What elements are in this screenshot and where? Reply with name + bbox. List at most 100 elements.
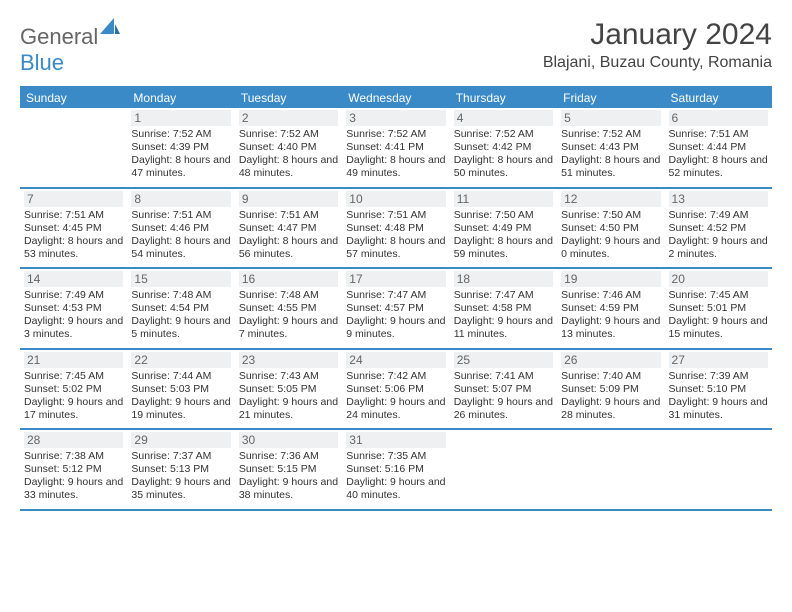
day-number: 4 [454,110,553,126]
sunrise: Sunrise: 7:52 AM [561,128,660,141]
calendar-day: 23Sunrise: 7:43 AMSunset: 5:05 PMDayligh… [235,350,342,429]
sunrise: Sunrise: 7:40 AM [561,370,660,383]
day-info: Sunrise: 7:52 AMSunset: 4:40 PMDaylight:… [239,128,338,181]
day-info: Sunrise: 7:47 AMSunset: 4:57 PMDaylight:… [346,289,445,342]
sunset: Sunset: 5:15 PM [239,463,338,476]
logo-sail-icon [100,18,120,34]
calendar-day: 17Sunrise: 7:47 AMSunset: 4:57 PMDayligh… [342,269,449,348]
day-header: Sunday [20,88,127,108]
header: General Blue January 2024 Blajani, Buzau… [20,18,772,76]
daylight: Daylight: 9 hours and 40 minutes. [346,476,445,502]
sunset: Sunset: 4:59 PM [561,302,660,315]
calendar-day: 18Sunrise: 7:47 AMSunset: 4:58 PMDayligh… [450,269,557,348]
sunset: Sunset: 5:06 PM [346,383,445,396]
sunrise: Sunrise: 7:50 AM [454,209,553,222]
sunrise: Sunrise: 7:48 AM [239,289,338,302]
calendar-day: 19Sunrise: 7:46 AMSunset: 4:59 PMDayligh… [557,269,664,348]
calendar-day [450,430,557,509]
daylight: Daylight: 8 hours and 52 minutes. [669,154,768,180]
day-number: 25 [454,352,553,368]
sunrise: Sunrise: 7:51 AM [346,209,445,222]
day-number: 24 [346,352,445,368]
sunrise: Sunrise: 7:49 AM [669,209,768,222]
day-number: 31 [346,432,445,448]
daylight: Daylight: 9 hours and 15 minutes. [669,315,768,341]
daylight: Daylight: 8 hours and 57 minutes. [346,235,445,261]
day-info: Sunrise: 7:39 AMSunset: 5:10 PMDaylight:… [669,370,768,423]
sunset: Sunset: 5:07 PM [454,383,553,396]
sunset: Sunset: 4:58 PM [454,302,553,315]
sunset: Sunset: 5:12 PM [24,463,123,476]
day-info: Sunrise: 7:48 AMSunset: 4:55 PMDaylight:… [239,289,338,342]
day-info: Sunrise: 7:38 AMSunset: 5:12 PMDaylight:… [24,450,123,503]
calendar-day: 12 Sunrise: 7:50 AMSunset: 4:50 PMDayligh… [557,189,664,268]
calendar-week: 28Sunrise: 7:38 AMSunset: 5:12 PMDayligh… [20,430,772,511]
logo-part2: Blue [20,50,64,75]
daylight: Daylight: 9 hours and 11 minutes. [454,315,553,341]
day-info: Sunrise: 7:51 AMSunset: 4:48 PMDaylight:… [346,209,445,262]
daylight: Daylight: 8 hours and 54 minutes. [131,235,230,261]
calendar-week: 1Sunrise: 7:52 AMSunset: 4:39 PMDaylight… [20,108,772,189]
daylight: Daylight: 8 hours and 49 minutes. [346,154,445,180]
daylight: Daylight: 8 hours and 48 minutes. [239,154,338,180]
sunset: Sunset: 5:05 PM [239,383,338,396]
day-number: 20 [669,271,768,287]
daylight: Daylight: 8 hours and 59 minutes. [454,235,553,261]
day-info: Sunrise: 7:45 AMSunset: 5:01 PMDaylight:… [669,289,768,342]
sunset: Sunset: 4:45 PM [24,222,123,235]
sunrise: Sunrise: 7:44 AM [131,370,230,383]
day-number: 11 [454,191,553,207]
sunrise: Sunrise: 7:51 AM [239,209,338,222]
daylight: Daylight: 8 hours and 47 minutes. [131,154,230,180]
calendar-day: 26 Sunrise: 7:40 AMSunset: 5:09 PMDayligh… [557,350,664,429]
daylight: Daylight: 8 hours and 50 minutes. [454,154,553,180]
calendar-day: 7Sunrise: 7:51 AMSunset: 4:45 PMDaylight… [20,189,127,268]
daylight: Daylight: 9 hours and 7 minutes. [239,315,338,341]
sunrise: Sunrise: 7:51 AM [24,209,123,222]
sunrise: Sunrise: 7:41 AM [454,370,553,383]
day-info: Sunrise: 7:49 AMSunset: 4:52 PMDaylight:… [669,209,768,262]
calendar-day: 14Sunrise: 7:49 AMSunset: 4:53 PMDayligh… [20,269,127,348]
sunrise: Sunrise: 7:52 AM [131,128,230,141]
calendar-day: 21Sunrise: 7:45 AMSunset: 5:02 PMDayligh… [20,350,127,429]
day-number: 9 [239,191,338,207]
day-info: Sunrise: 7:49 AMSunset: 4:53 PMDaylight:… [24,289,123,342]
daylight: Daylight: 9 hours and 13 minutes. [561,315,660,341]
day-info: Sunrise: 7:52 AMSunset: 4:41 PMDaylight:… [346,128,445,181]
sunrise: Sunrise: 7:47 AM [346,289,445,302]
day-number: 12 [561,191,660,207]
location: Blajani, Buzau County, Romania [543,54,772,72]
calendar-day: 27Sunrise: 7:39 AMSunset: 5:10 PMDayligh… [665,350,772,429]
day-info: Sunrise: 7:50 AMSunset: 4:50 PMDaylight:… [561,209,660,262]
daylight: Daylight: 8 hours and 53 minutes. [24,235,123,261]
sunrise: Sunrise: 7:45 AM [24,370,123,383]
sunset: Sunset: 4:44 PM [669,141,768,154]
calendar-week: 21Sunrise: 7:45 AMSunset: 5:02 PMDayligh… [20,350,772,431]
daylight: Daylight: 8 hours and 51 minutes. [561,154,660,180]
day-info: Sunrise: 7:51 AMSunset: 4:47 PMDaylight:… [239,209,338,262]
day-info: Sunrise: 7:52 AMSunset: 4:39 PMDaylight:… [131,128,230,181]
logo: General Blue [20,18,120,76]
calendar-day: 10 Sunrise: 7:51 AMSunset: 4:48 PMDayligh… [342,189,449,268]
calendar-day: 31Sunrise: 7:35 AMSunset: 5:16 PMDayligh… [342,430,449,509]
calendar-day: 2Sunrise: 7:52 AMSunset: 4:40 PMDaylight… [235,108,342,187]
day-number: 13 [669,191,768,207]
day-info: Sunrise: 7:52 AMSunset: 4:43 PMDaylight:… [561,128,660,181]
calendar-day: 9 Sunrise: 7:51 AMSunset: 4:47 PMDaylight… [235,189,342,268]
sunset: Sunset: 4:57 PM [346,302,445,315]
sunset: Sunset: 4:43 PM [561,141,660,154]
sunset: Sunset: 4:46 PM [131,222,230,235]
logo-part1: General [20,24,98,49]
sunset: Sunset: 5:16 PM [346,463,445,476]
calendar-day: 11Sunrise: 7:50 AMSunset: 4:49 PMDayligh… [450,189,557,268]
day-info: Sunrise: 7:40 AMSunset: 5:09 PMDaylight:… [561,370,660,423]
daylight: Daylight: 9 hours and 31 minutes. [669,396,768,422]
calendar-day: 5Sunrise: 7:52 AMSunset: 4:43 PMDaylight… [557,108,664,187]
day-number: 26 [561,352,660,368]
daylight: Daylight: 9 hours and 26 minutes. [454,396,553,422]
sunset: Sunset: 4:42 PM [454,141,553,154]
sunset: Sunset: 5:09 PM [561,383,660,396]
day-number: 10 [346,191,445,207]
daylight: Daylight: 9 hours and 35 minutes. [131,476,230,502]
daylight: Daylight: 9 hours and 2 minutes. [669,235,768,261]
